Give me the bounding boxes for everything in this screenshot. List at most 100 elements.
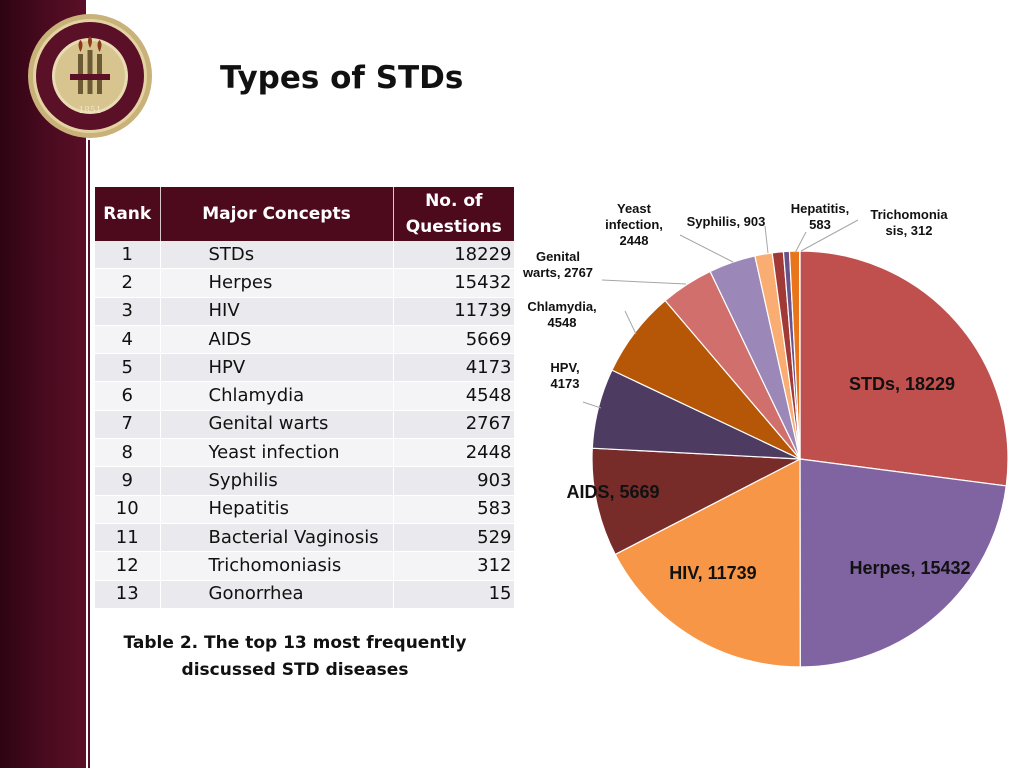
cell-rank: 8 bbox=[95, 438, 161, 468]
slice-label: HIV, 11739 bbox=[669, 563, 756, 583]
slice-label-line: HPV, bbox=[550, 360, 579, 375]
table-row: 10 Hepatitis 583 bbox=[95, 495, 515, 524]
cell-rank: 6 bbox=[95, 381, 161, 411]
cell-rank: 10 bbox=[95, 495, 161, 524]
cell-count: 4548 bbox=[393, 381, 515, 411]
cell-count: 15432 bbox=[393, 268, 515, 298]
header-rank: Rank bbox=[95, 187, 161, 241]
header-count-line2: Questions bbox=[405, 217, 502, 237]
leader-line bbox=[764, 225, 769, 254]
cell-concept: Syphilis bbox=[160, 466, 394, 496]
cell-count: 15 bbox=[393, 580, 515, 609]
leader-line bbox=[582, 401, 602, 409]
header-count: No. of Questions bbox=[393, 187, 514, 241]
slice-label: Hepatitis, 583 bbox=[791, 201, 850, 232]
cell-count: 903 bbox=[393, 466, 515, 496]
table-row: 13 Gonorrhea 15 bbox=[95, 580, 515, 609]
table-row: 9 Syphilis 903 bbox=[95, 466, 515, 496]
leader-line bbox=[679, 234, 734, 263]
cell-count: 312 bbox=[393, 551, 515, 581]
cell-rank: 7 bbox=[95, 410, 161, 440]
cell-rank: 11 bbox=[95, 523, 161, 553]
cell-rank: 9 bbox=[95, 466, 161, 496]
slice-label-line: Syphilis, 903 bbox=[687, 214, 766, 229]
table-row: 12 Trichomoniasis 312 bbox=[95, 551, 515, 581]
header-concept: Major Concepts bbox=[160, 187, 394, 241]
slice-label-line: Chlamydia, bbox=[527, 299, 596, 314]
page-title: Types of STDs bbox=[220, 60, 464, 96]
table-header-row: Rank Major Concepts No. of Questions bbox=[95, 187, 514, 241]
header-count-line1: No. of bbox=[425, 191, 483, 211]
table-row: 4 AIDS 5669 bbox=[95, 325, 515, 355]
slice-label: Chlamydia, 4548 bbox=[527, 299, 596, 330]
cell-concept: Yeast infection bbox=[160, 438, 394, 468]
slice-label: AIDS, 5669 bbox=[566, 482, 659, 502]
cell-concept: STDs bbox=[160, 241, 394, 270]
cell-concept: HPV bbox=[160, 353, 394, 383]
cell-count: 583 bbox=[393, 495, 515, 524]
caption-line1: Table 2. The top 13 most frequently bbox=[123, 633, 467, 653]
slice-label-line: 2448 bbox=[620, 233, 649, 248]
slice-label: Trichomonia sis, 312 bbox=[870, 207, 948, 238]
table-row: 7 Genital warts 2767 bbox=[95, 410, 515, 440]
slice-label: Syphilis, 903 bbox=[687, 214, 766, 229]
cell-concept: AIDS bbox=[160, 325, 394, 355]
pie-slice bbox=[591, 447, 803, 556]
slice-label-line: Hepatitis, bbox=[791, 201, 850, 216]
slice-label-line: STDs, 18229 bbox=[849, 374, 955, 394]
slice-label-line: 583 bbox=[809, 217, 831, 232]
cell-rank: 5 bbox=[95, 353, 161, 383]
cell-concept: Bacterial Vaginosis bbox=[160, 523, 394, 553]
slice-label: Herpes, 15432 bbox=[849, 558, 970, 578]
slice-label: Genital warts, 2767 bbox=[522, 249, 593, 280]
cell-concept: Gonorrhea bbox=[160, 580, 394, 609]
cell-rank: 4 bbox=[95, 325, 161, 355]
slice-label-line: infection, bbox=[605, 217, 663, 232]
seal-year: 1851 bbox=[79, 106, 102, 116]
cell-rank: 13 bbox=[95, 580, 161, 609]
cell-count: 18229 bbox=[393, 241, 515, 270]
pie-slice bbox=[614, 458, 801, 668]
table-row: 2 Herpes 15432 bbox=[95, 268, 515, 298]
table-row: 11 Bacterial Vaginosis 529 bbox=[95, 523, 515, 553]
table-row: 5 HPV 4173 bbox=[95, 353, 515, 383]
slice-label-line: Trichomonia bbox=[870, 207, 948, 222]
table-caption: Table 2. The top 13 most frequently disc… bbox=[105, 630, 485, 684]
leader-line bbox=[800, 219, 859, 252]
table-body: 1 STDs 18229 2 Herpes 15432 3 HIV 11739 4 AIDS 5669… bbox=[95, 241, 515, 609]
caption-line2: discussed STD diseases bbox=[181, 660, 409, 680]
cell-rank: 3 bbox=[95, 297, 161, 326]
cell-rank: 2 bbox=[95, 268, 161, 298]
cell-concept: Trichomoniasis bbox=[160, 551, 394, 581]
slice-label: HPV, 4173 bbox=[550, 360, 579, 391]
table-row: 6 Chlamydia 4548 bbox=[95, 381, 515, 411]
cell-count: 4173 bbox=[393, 353, 515, 383]
university-seal-logo: 1851 bbox=[28, 14, 152, 138]
cell-count: 5669 bbox=[393, 325, 515, 355]
cell-concept: Hepatitis bbox=[160, 495, 394, 524]
slice-label-line: 4173 bbox=[551, 376, 580, 391]
slice-label: STDs, 18229 bbox=[849, 374, 955, 394]
leader-line bbox=[624, 310, 637, 335]
slice-label-line: HIV, 11739 bbox=[669, 563, 756, 583]
cell-concept: Chlamydia bbox=[160, 381, 394, 411]
slice-label: Yeast infection, 2448 bbox=[605, 201, 663, 248]
cell-count: 2767 bbox=[393, 410, 515, 440]
cell-rank: 12 bbox=[95, 551, 161, 581]
slice-label-line: AIDS, 5669 bbox=[566, 482, 659, 502]
pie-slice bbox=[799, 458, 1007, 668]
std-table: Rank Major Concepts No. of Questions 1 ST… bbox=[95, 187, 515, 609]
cell-rank: 1 bbox=[95, 241, 161, 270]
slice-label-line: 4548 bbox=[548, 315, 577, 330]
cell-count: 529 bbox=[393, 523, 515, 553]
slice-label-line: Genital bbox=[536, 249, 580, 264]
cell-count: 2448 bbox=[393, 438, 515, 468]
slice-label-line: Yeast bbox=[617, 201, 652, 216]
pie-slice bbox=[799, 250, 1009, 487]
slice-label-line: Herpes, 15432 bbox=[849, 558, 970, 578]
sidebar-divider bbox=[88, 140, 90, 768]
cell-concept: Genital warts bbox=[160, 410, 394, 440]
slice-label-line: warts, 2767 bbox=[522, 265, 593, 280]
table-row: 1 STDs 18229 bbox=[95, 241, 515, 270]
